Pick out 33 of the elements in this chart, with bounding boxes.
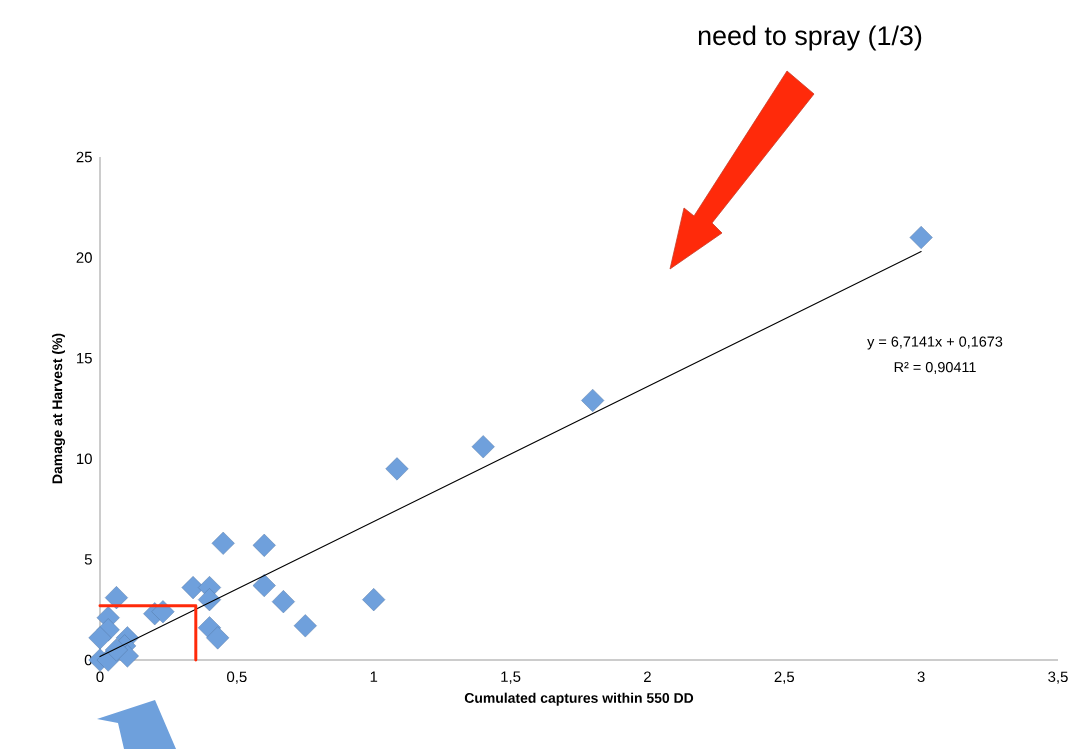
point [909,225,933,249]
x-tick-label: 0 [96,671,104,683]
point [362,588,386,612]
point [197,588,221,612]
x-axis-title: Cumulated captures within 550 DD [464,692,694,706]
x-tick-label: 3,5 [1048,671,1068,684]
point [293,614,317,638]
point [252,533,276,557]
x-tick-label: 0,5 [227,671,247,684]
point [206,626,230,650]
point [271,590,295,614]
point [104,638,128,662]
point [252,574,276,598]
point [104,586,128,610]
x-tick-label: 3 [917,671,925,683]
text: need to spray (1/3) [698,25,922,51]
x-tick-label: 1,5 [501,671,521,684]
y-tick-label: 25 [76,151,92,163]
y-tick-label: 20 [76,252,92,263]
y-tick-label: 15 [77,352,92,364]
point [471,435,495,459]
y-axis-title: Damage at Harvest (%) [51,333,66,484]
point [385,457,409,481]
point [581,388,605,412]
y-tick-label: 5 [84,554,92,565]
point [211,531,235,555]
x-tick-label: 1 [370,671,378,682]
annotation: R² = 0,90411 [894,362,976,374]
x-tick-label: 2 [644,671,651,682]
x-tick-label: 2,5 [774,671,795,684]
y-tick-label: 10 [77,453,92,465]
annotation: y = 6,7141x + 0,1673 [867,336,1003,350]
point [88,626,112,650]
